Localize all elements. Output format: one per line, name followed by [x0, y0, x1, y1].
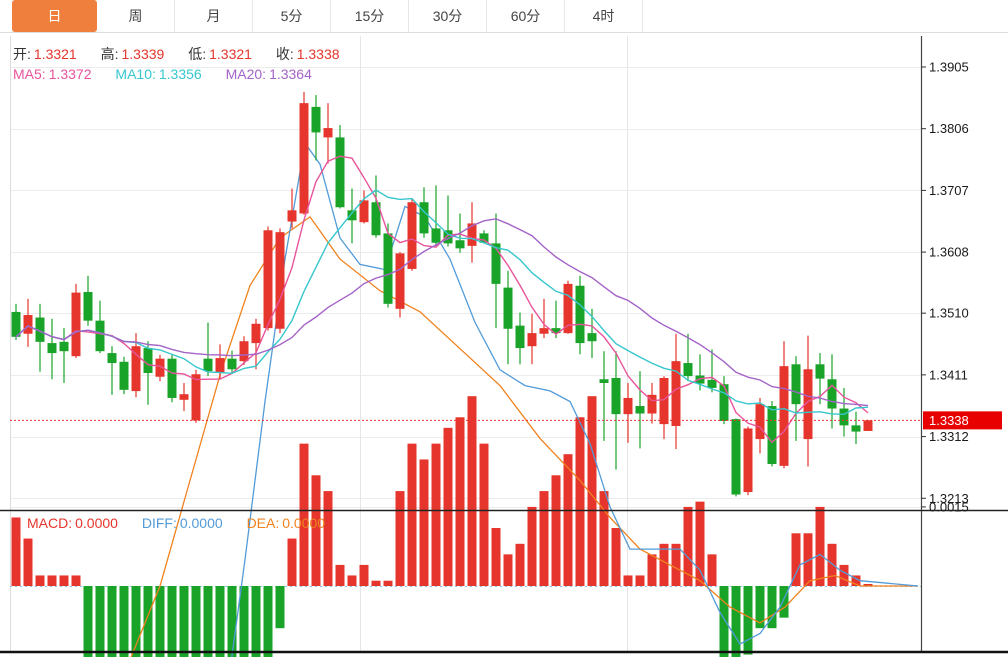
tab-日[interactable]: 日 — [12, 0, 97, 32]
tab-30分[interactable]: 30分 — [409, 0, 487, 32]
close-label: 收: — [275, 46, 294, 62]
dea-value: 0.0000 — [282, 515, 326, 531]
low-value: 1.3321 — [209, 46, 252, 62]
ma-readout: MA5: 1.3372 MA10: 1.3356 MA20: 1.3364 — [13, 66, 315, 82]
macd-value: 0.0000 — [75, 515, 118, 531]
tab-4时[interactable]: 4时 — [565, 0, 643, 32]
price-axis-labels: 1.3905 1.3806 1.3707 1.3608 1.3510 1.3411 1.33… — [921, 60, 969, 514]
diff-value: 0.0000 — [179, 515, 223, 531]
panel-frame — [0, 36, 1008, 654]
macd-label: MACD: — [27, 515, 73, 531]
open-value: 1.3321 — [33, 46, 77, 62]
open-label: 开: — [13, 46, 31, 62]
gridlines-layer — [10, 36, 921, 651]
macd-axis-label: 0.0015 — [929, 499, 969, 514]
ma10-label: MA10: — [115, 66, 156, 82]
price-axis-label: 1.3510 — [929, 306, 969, 321]
price-axis-label: 1.3806 — [929, 121, 969, 136]
ma5-value: 1.3372 — [48, 66, 92, 82]
tab-周[interactable]: 周 — [97, 0, 175, 32]
tab-月[interactable]: 月 — [175, 0, 253, 32]
diff-label: DIFF: — [141, 515, 177, 531]
dea-label: DEA: — [246, 515, 280, 531]
tab-5分[interactable]: 5分 — [253, 0, 331, 32]
high-label: 高: — [100, 46, 119, 62]
period-tabbar: 日周月 5分 15分 30分 60分 4时 — [0, 0, 1008, 33]
ma5-line — [15, 155, 869, 444]
ma10-value: 1.3356 — [158, 66, 202, 82]
dea-line — [130, 215, 918, 657]
price-axis-label: 1.3905 — [929, 60, 969, 75]
price-axis-label: 1.3608 — [929, 245, 969, 260]
ma-lines-layer — [15, 155, 869, 444]
ma5-label: MA5: — [13, 66, 46, 82]
price-axis-label: 1.3312 — [929, 429, 969, 444]
diff-line — [231, 141, 919, 657]
macd-histogram-layer — [11, 396, 873, 657]
price-axis-label: 1.3707 — [929, 183, 969, 198]
tab-15分[interactable]: 15分 — [331, 0, 409, 32]
ma20-value: 1.3364 — [269, 66, 312, 82]
ohlc-readout: 开: 1.3321 高: 1.3339 低: 1.3321 收: 1.3338 — [13, 44, 343, 64]
current-price-badge: 1.3338 — [923, 411, 1002, 430]
ma20-label: MA20: — [225, 66, 267, 82]
close-value: 1.3338 — [296, 46, 340, 62]
ma20-line — [15, 218, 869, 407]
high-value: 1.3339 — [121, 46, 165, 62]
price-axis-label: 1.3213 — [929, 491, 969, 506]
svg-text:1.3338: 1.3338 — [929, 413, 969, 428]
macd-lines-layer — [130, 141, 919, 657]
macd-readout: MACD: 0.0000 DIFF: 0.0000 DEA: 0.0000 — [27, 515, 328, 531]
candlestick-layer — [11, 91, 873, 497]
ma10-line — [15, 189, 869, 416]
price-axis-label: 1.3411 — [929, 367, 968, 382]
tab-60分[interactable]: 60分 — [487, 0, 565, 32]
low-label: 低: — [188, 46, 207, 62]
